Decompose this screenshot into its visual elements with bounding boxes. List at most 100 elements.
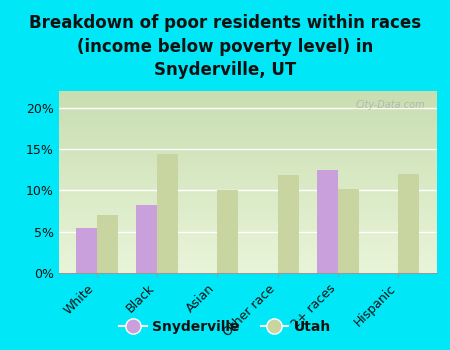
- Bar: [58, 228, 436, 229]
- Bar: [58, 166, 436, 167]
- Bar: [58, 144, 436, 146]
- Text: Breakdown of poor residents within races
(income below poverty level) in
Snyderv: Breakdown of poor residents within races…: [29, 14, 421, 79]
- Bar: [58, 147, 436, 149]
- Bar: [58, 200, 436, 202]
- Bar: [58, 100, 436, 102]
- Bar: [58, 102, 436, 104]
- Bar: [58, 233, 436, 235]
- Bar: [58, 140, 436, 142]
- Bar: [58, 235, 436, 237]
- Bar: [58, 182, 436, 184]
- Bar: [58, 246, 436, 247]
- Bar: [278, 175, 299, 273]
- Bar: [58, 138, 436, 140]
- Bar: [58, 106, 436, 107]
- Bar: [58, 124, 436, 126]
- Bar: [58, 136, 436, 138]
- Bar: [58, 173, 436, 175]
- Bar: [58, 226, 436, 228]
- Bar: [58, 135, 436, 136]
- Bar: [58, 158, 436, 160]
- Bar: [58, 229, 436, 231]
- Bar: [58, 266, 436, 267]
- Bar: [338, 189, 359, 273]
- Bar: [58, 176, 436, 178]
- Bar: [58, 208, 436, 209]
- Bar: [58, 217, 436, 218]
- Bar: [58, 237, 436, 238]
- Bar: [217, 190, 238, 273]
- Bar: [58, 142, 436, 144]
- Bar: [58, 126, 436, 127]
- Bar: [58, 122, 436, 124]
- Bar: [58, 242, 436, 244]
- Bar: [58, 186, 436, 188]
- Bar: [58, 184, 436, 186]
- Bar: [58, 156, 436, 158]
- Bar: [58, 260, 436, 262]
- Bar: [58, 164, 436, 166]
- Bar: [58, 155, 436, 156]
- Bar: [58, 111, 436, 113]
- Bar: [58, 127, 436, 129]
- Bar: [58, 131, 436, 133]
- Bar: [58, 209, 436, 211]
- Bar: [58, 104, 436, 106]
- Bar: [58, 191, 436, 193]
- Bar: [58, 271, 436, 273]
- Bar: [58, 169, 436, 171]
- Bar: [58, 117, 436, 118]
- Bar: [58, 113, 436, 115]
- Bar: [58, 193, 436, 195]
- Bar: [58, 189, 436, 191]
- Bar: [58, 195, 436, 197]
- Bar: [58, 253, 436, 255]
- Bar: [157, 154, 178, 273]
- Bar: [58, 107, 436, 109]
- Bar: [58, 197, 436, 198]
- Bar: [58, 231, 436, 233]
- Bar: [58, 149, 436, 151]
- Bar: [58, 249, 436, 251]
- Bar: [58, 129, 436, 131]
- Bar: [58, 213, 436, 215]
- Bar: [58, 270, 436, 271]
- Bar: [58, 115, 436, 117]
- Bar: [58, 240, 436, 242]
- Bar: [58, 178, 436, 180]
- Bar: [58, 94, 436, 97]
- Bar: [58, 206, 436, 208]
- Bar: [58, 175, 436, 176]
- Bar: [58, 222, 436, 224]
- Bar: [58, 120, 436, 122]
- Bar: [58, 224, 436, 226]
- Bar: [97, 215, 118, 273]
- Bar: [58, 91, 436, 93]
- Bar: [58, 162, 436, 164]
- Bar: [58, 238, 436, 240]
- Bar: [58, 258, 436, 260]
- Bar: [58, 153, 436, 155]
- Bar: [58, 109, 436, 111]
- Bar: [58, 118, 436, 120]
- Bar: [58, 220, 436, 222]
- Bar: [58, 211, 436, 213]
- Bar: [58, 98, 436, 100]
- Bar: [58, 202, 436, 204]
- Bar: [136, 205, 157, 273]
- Bar: [58, 257, 436, 258]
- Bar: [58, 133, 436, 135]
- Bar: [58, 171, 436, 173]
- Bar: [58, 262, 436, 264]
- Bar: [58, 251, 436, 253]
- Bar: [58, 267, 436, 270]
- Bar: [58, 93, 436, 94]
- Text: City-Data.com: City-Data.com: [356, 100, 425, 110]
- Bar: [398, 174, 419, 273]
- Bar: [58, 160, 436, 162]
- Bar: [58, 167, 436, 169]
- Bar: [58, 97, 436, 98]
- Bar: [58, 204, 436, 206]
- Bar: [317, 170, 338, 273]
- Bar: [58, 180, 436, 182]
